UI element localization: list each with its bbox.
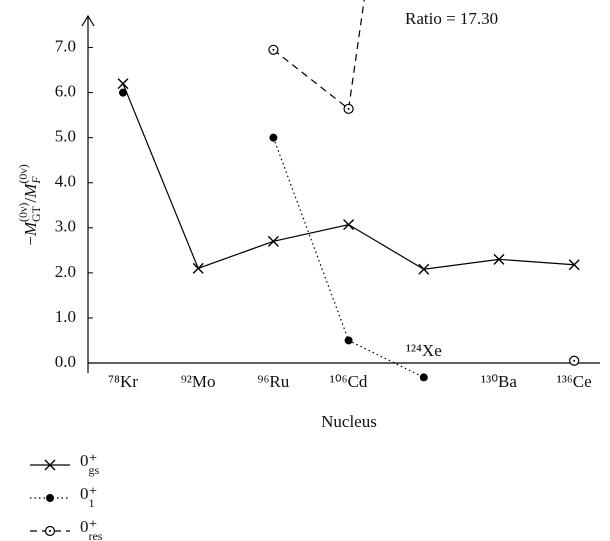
series bbox=[268, 0, 580, 366]
x-tick-label: ⁹²Mo bbox=[181, 372, 216, 391]
legend-label: 0⁺res bbox=[80, 517, 103, 541]
marker-dot bbox=[119, 88, 127, 97]
y-tick-label: 7.0 bbox=[55, 36, 76, 55]
marker-cross bbox=[493, 253, 505, 265]
marker-cross bbox=[568, 259, 580, 271]
marker-ring-center bbox=[49, 530, 51, 532]
x-tick-label: ¹³⁶Ce bbox=[557, 372, 592, 391]
marker-ring bbox=[343, 103, 354, 114]
y-tick-label: 1.0 bbox=[55, 307, 76, 326]
y-axis-title-part: M bbox=[21, 221, 40, 237]
y-axis-title-part: (0ν) bbox=[16, 164, 30, 183]
marker-ring-center bbox=[347, 107, 350, 110]
marker-cross bbox=[192, 262, 204, 274]
legend-subscript: 1 bbox=[88, 496, 94, 510]
y-tick-label: 5.0 bbox=[55, 127, 76, 146]
y-axis-title-part: / bbox=[21, 198, 40, 203]
y-axis-title-part: F bbox=[29, 176, 43, 185]
y-axis-title-part: − bbox=[21, 236, 40, 246]
marker-dot bbox=[419, 373, 428, 382]
y-axis-arrow bbox=[81, 14, 95, 27]
legend-label: 0⁺1 bbox=[80, 484, 97, 510]
y-tick-label: 3.0 bbox=[55, 217, 76, 236]
legend-subscript: res bbox=[88, 529, 102, 541]
marker-cross bbox=[267, 235, 279, 247]
x-tick-label: ¹²⁴Xe bbox=[406, 341, 442, 360]
marker-cross bbox=[418, 263, 430, 275]
y-tick-label: 4.0 bbox=[55, 172, 76, 191]
x-tick-label: ⁷⁸Kr bbox=[108, 372, 138, 391]
legend-name: 0⁺ bbox=[80, 451, 97, 470]
x-tick-label: ¹⁰⁶Cd bbox=[330, 372, 368, 391]
legend-name: 0⁺ bbox=[80, 517, 97, 536]
y-axis-title-part: M bbox=[21, 183, 40, 199]
marker-ring-center bbox=[272, 48, 275, 51]
annotation: Ratio = 17.30 bbox=[405, 9, 498, 28]
series bbox=[117, 78, 580, 275]
y-tick-label: 2.0 bbox=[55, 262, 76, 281]
y-axis-title-part: (0ν) bbox=[16, 203, 30, 222]
series bbox=[119, 88, 428, 382]
legend-subscript: gs bbox=[88, 463, 99, 477]
y-tick-label: 0.0 bbox=[55, 352, 76, 371]
marker-dot bbox=[46, 494, 54, 502]
marker-cross bbox=[117, 78, 129, 90]
x-axis-title: Nucleus bbox=[321, 412, 377, 431]
marker-dot bbox=[269, 133, 278, 142]
legend-name: 0⁺ bbox=[80, 484, 97, 503]
legend-label: 0⁺gs bbox=[80, 451, 99, 477]
marker-cross bbox=[343, 219, 355, 231]
marker-cross bbox=[44, 459, 56, 471]
y-axis-title: −MGT(0ν)/MF(0ν) bbox=[16, 164, 43, 246]
y-tick-label: 6.0 bbox=[55, 82, 76, 101]
marker-ring-center bbox=[573, 359, 576, 362]
marker-ring bbox=[569, 355, 580, 366]
series-line bbox=[273, 0, 574, 361]
marker-ring bbox=[268, 44, 279, 55]
y-axis-title-part: GT bbox=[29, 205, 43, 222]
marker-dot bbox=[344, 336, 353, 345]
marker-ring bbox=[44, 525, 56, 537]
x-tick-label: ⁹⁶Ru bbox=[258, 372, 290, 391]
x-tick-label: ¹³⁰Ba bbox=[481, 372, 517, 391]
